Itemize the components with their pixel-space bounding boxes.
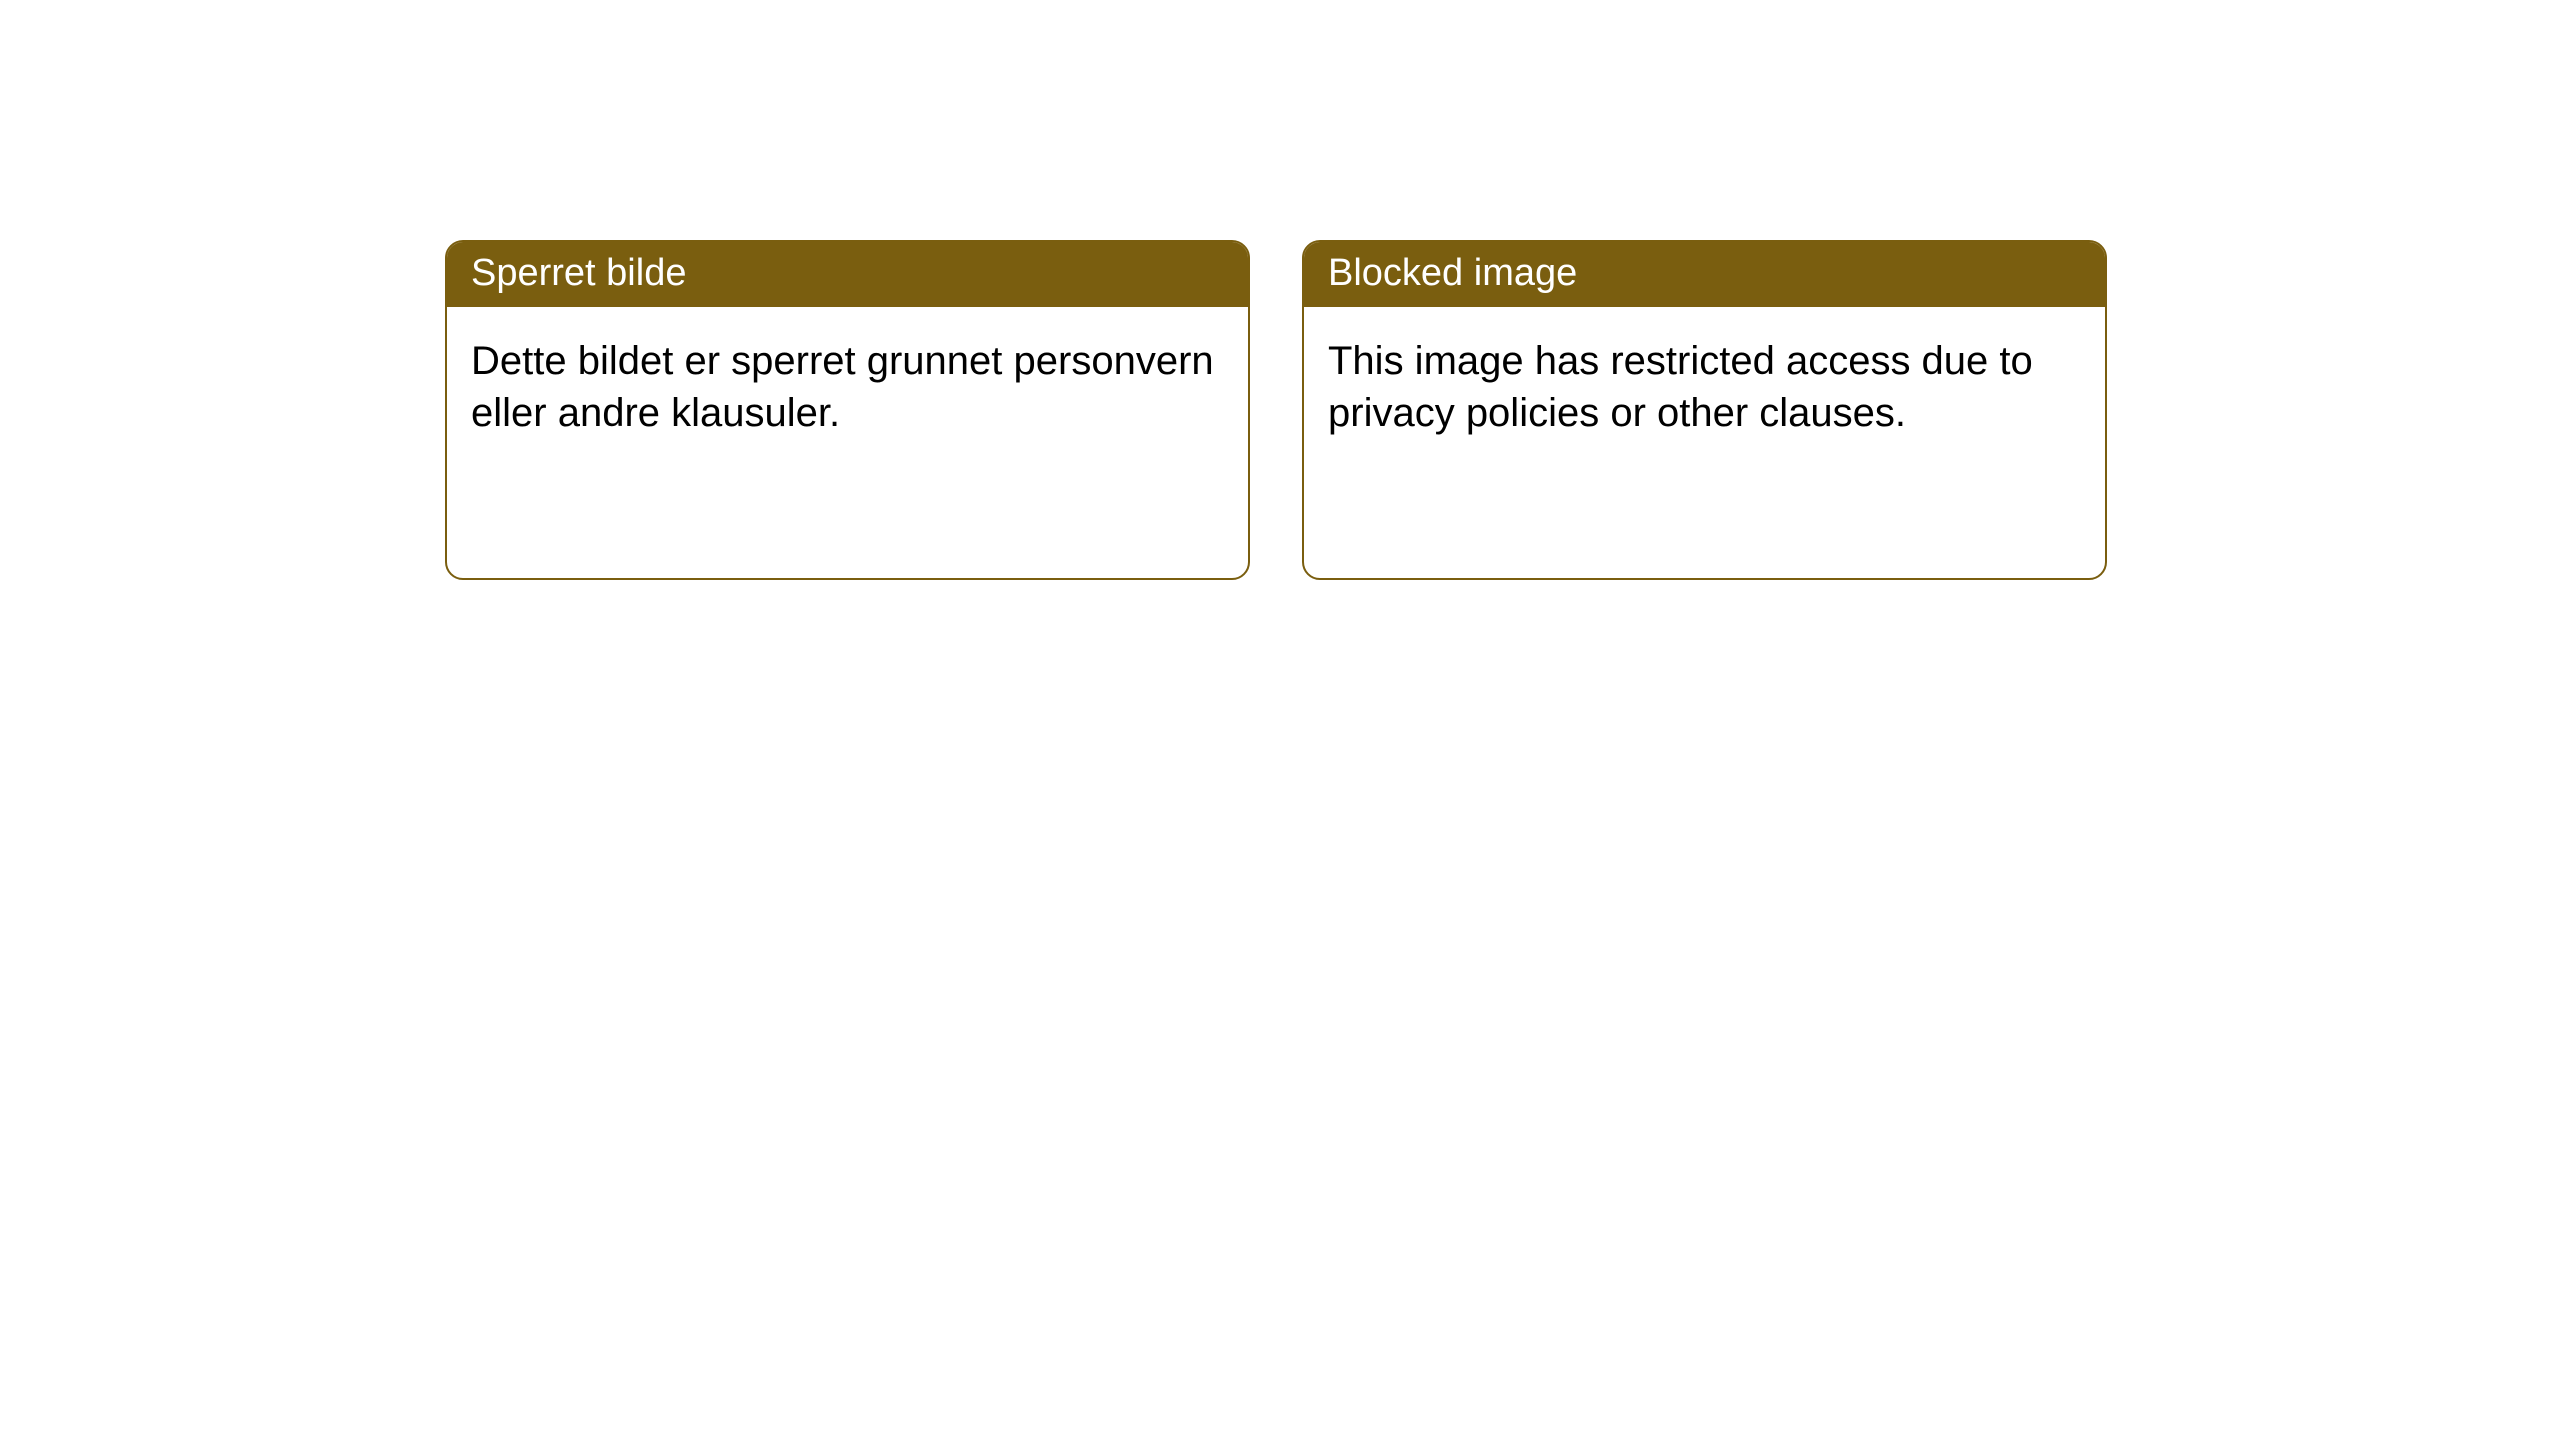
card-body-text: This image has restricted access due to … — [1328, 339, 2033, 435]
card-title: Blocked image — [1328, 252, 1577, 294]
notice-card-english: Blocked image This image has restricted … — [1302, 240, 2107, 580]
card-header: Blocked image — [1304, 242, 2105, 307]
notice-card-norwegian: Sperret bilde Dette bildet er sperret gr… — [445, 240, 1250, 580]
card-body-text: Dette bildet er sperret grunnet personve… — [471, 339, 1214, 435]
card-body: Dette bildet er sperret grunnet personve… — [447, 307, 1248, 467]
card-header: Sperret bilde — [447, 242, 1248, 307]
card-body: This image has restricted access due to … — [1304, 307, 2105, 467]
notice-cards-container: Sperret bilde Dette bildet er sperret gr… — [445, 240, 2107, 580]
card-title: Sperret bilde — [471, 252, 686, 294]
